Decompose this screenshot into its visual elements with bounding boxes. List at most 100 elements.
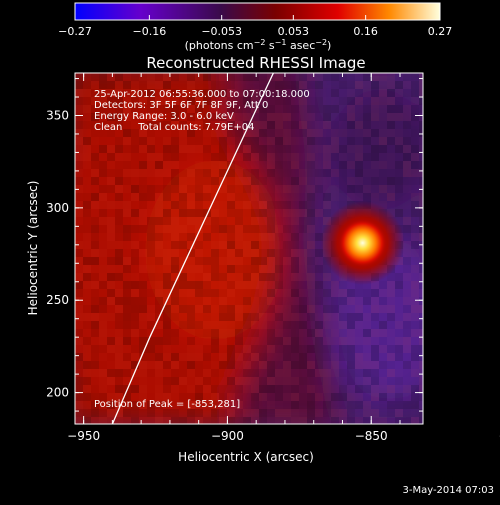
texture-cell [219,113,227,121]
texture-cell [243,369,251,377]
texture-cell [299,209,307,217]
texture-cell [219,121,227,129]
texture-cell [107,345,115,353]
texture-cell [115,81,123,89]
texture-cell [99,329,107,337]
texture-cell [83,169,91,177]
texture-cell [243,185,251,193]
texture-cell [123,225,131,233]
texture-cell [187,385,195,393]
texture-cell [131,385,139,393]
texture-cell [107,209,115,217]
texture-cell [419,209,423,217]
texture-cell [355,185,363,193]
texture-cell [211,337,219,345]
texture-cell [291,289,299,297]
cb-label-mid2: asec [286,39,315,52]
texture-cell [75,161,83,169]
texture-cell [395,281,403,289]
texture-cell [419,73,423,81]
texture-cell [139,257,147,265]
texture-cell [315,369,323,377]
texture-cell [307,321,315,329]
texture-cell [235,97,243,105]
texture-cell [403,353,411,361]
texture-cell [339,337,347,345]
colorbar-tick-label: −0.053 [201,25,242,38]
texture-cell [99,201,107,209]
y-tick-label: 200 [46,386,69,400]
texture-cell [379,321,387,329]
texture-cell [163,385,171,393]
texture-cell [187,257,195,265]
texture-cell [99,265,107,273]
texture-cell [235,361,243,369]
texture-cell [283,97,291,105]
texture-cell [283,193,291,201]
texture-cell [419,297,423,305]
texture-cell [107,105,115,113]
texture-cell [107,377,115,385]
texture-cell [131,193,139,201]
texture-cell [387,393,395,401]
texture-cell [339,353,347,361]
texture-cell [123,113,131,121]
texture-cell [155,81,163,89]
texture-cell [139,337,147,345]
texture-cell [267,225,275,233]
texture-cell [411,153,419,161]
texture-cell [251,417,259,424]
texture-cell [283,217,291,225]
texture-cell [155,161,163,169]
texture-cell [131,345,139,353]
texture-cell [339,161,347,169]
texture-cell [387,145,395,153]
colorbar [74,2,441,21]
texture-cell [275,161,283,169]
texture-cell [155,393,163,401]
texture-cell [139,209,147,217]
texture-cell [251,97,259,105]
texture-cell [219,169,227,177]
texture-cell [179,129,187,137]
texture-cell [411,361,419,369]
texture-cell [299,153,307,161]
texture-cell [187,305,195,313]
texture-cell [99,345,107,353]
texture-cell [195,289,203,297]
texture-cell [395,369,403,377]
texture-cell [139,249,147,257]
texture-cell [251,105,259,113]
texture-cell [219,361,227,369]
texture-cell [187,105,195,113]
texture-cell [195,145,203,153]
texture-cell [171,409,179,417]
texture-cell [99,305,107,313]
texture-cell [219,225,227,233]
texture-cell [331,369,339,377]
texture-cell [203,337,211,345]
texture-cell [291,153,299,161]
texture-cell [339,417,347,424]
texture-cell [339,89,347,97]
texture-cell [363,81,371,89]
texture-cell [275,305,283,313]
texture-cell [387,105,395,113]
texture-cell [123,145,131,153]
texture-cell [355,81,363,89]
texture-cell [251,233,259,241]
texture-cell [299,385,307,393]
texture-cell [91,193,99,201]
texture-cell [163,233,171,241]
texture-cell [75,201,83,209]
texture-cell [163,257,171,265]
texture-cell [75,345,83,353]
texture-cell [123,241,131,249]
texture-cell [227,113,235,121]
texture-cell [139,145,147,153]
texture-cell [147,145,155,153]
texture-cell [379,345,387,353]
texture-cell [387,361,395,369]
texture-cell [99,281,107,289]
texture-cell [179,177,187,185]
